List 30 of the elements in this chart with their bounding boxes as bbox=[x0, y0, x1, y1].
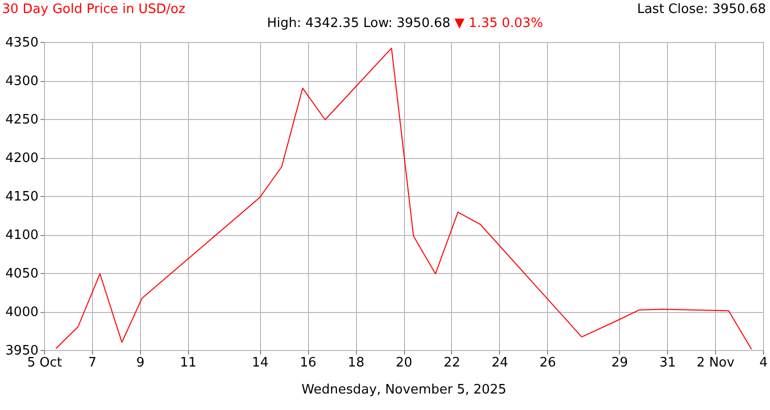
x-tick-label: 5 Oct bbox=[27, 356, 62, 370]
x-tick-label: 7 bbox=[88, 356, 97, 370]
x-tick-label: 16 bbox=[300, 356, 316, 370]
x-tick-label: 2 Nov bbox=[696, 356, 735, 370]
x-axis-title: Wednesday, November 5, 2025 bbox=[302, 382, 506, 398]
x-tick-label: 31 bbox=[659, 356, 676, 370]
y-tick-label: 4200 bbox=[5, 151, 38, 166]
y-tick-label: 4050 bbox=[5, 266, 38, 282]
y-tick-label: 4000 bbox=[5, 305, 38, 320]
y-tick-label: 4100 bbox=[5, 228, 38, 243]
text: Last Close: 3950.68 bbox=[637, 2, 766, 17]
x-tick-label: 29 bbox=[611, 356, 628, 370]
y-tick-label: 4250 bbox=[5, 112, 38, 128]
x-tick-label: 22 bbox=[444, 356, 460, 370]
chart-subtitle: High: 4342.35 Low: 3950.68 bbox=[266, 16, 450, 31]
x-tick-label: 11 bbox=[180, 356, 197, 370]
y-tick-label: 4300 bbox=[5, 74, 38, 89]
y-tick-label: 4150 bbox=[5, 190, 38, 204]
line-series bbox=[55, 48, 752, 350]
x-tick-label: 18 bbox=[348, 356, 364, 370]
y-tick-label: 4350 bbox=[5, 36, 38, 50]
x-tick-label: 9 bbox=[136, 356, 145, 370]
x-tick-label: 20 bbox=[396, 356, 412, 370]
text: ▼ 1.35 0.03% bbox=[454, 16, 544, 31]
y-tick-label: 3950 bbox=[5, 344, 38, 358]
x-tick-label: 14 bbox=[252, 356, 268, 370]
chart-title: 30 Day Gold Price in USD/oz bbox=[2, 2, 186, 17]
x-tick-label: 4 bbox=[759, 356, 768, 370]
x-tick-label: 24 bbox=[492, 356, 508, 370]
x-tick-label: 26 bbox=[540, 356, 556, 370]
